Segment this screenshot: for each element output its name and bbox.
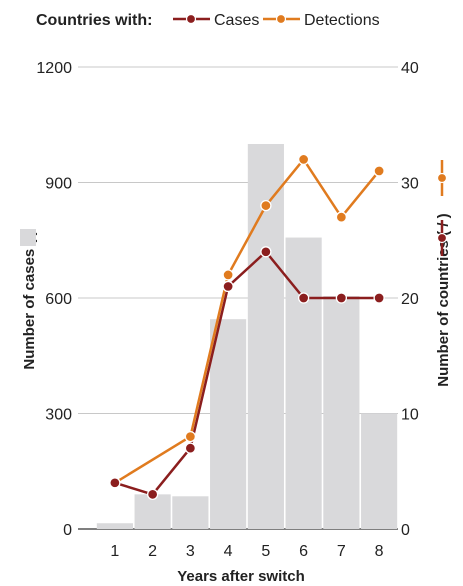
point-cases [373,292,385,304]
point-detections [373,165,385,177]
point-detections [260,199,272,212]
bars [96,144,398,529]
y-left-tick-label: 0 [63,522,72,539]
bar [134,494,171,529]
bar [285,237,322,529]
bar [172,496,209,529]
series-lines [109,153,385,501]
y-right-tick-label: 30 [401,176,419,193]
legend-cases-label: Cases [214,12,259,29]
legend: Countries with: Cases Detections [36,12,380,29]
x-tick-label: 8 [375,543,384,560]
y-axis-right-cases-swatch-marker [436,232,448,244]
y-axis-right-title-text: Number of countries ( / ) [435,213,452,386]
point-cases [184,442,197,454]
bar [96,523,133,529]
x-tick-label: 2 [148,543,157,560]
y-axis-left-title-text: Number of cases ( ) [21,230,38,369]
point-detections [222,269,234,281]
point-cases [146,488,159,501]
y-axis-right-title: Number of countries ( / ) [435,160,452,387]
x-axis-title: Years after switch [177,568,305,585]
y-right-tick-label: 10 [401,407,419,424]
point-cases [260,246,272,258]
y-right-tick-label: 40 [401,60,419,77]
x-tick-label: 5 [261,543,270,560]
x-tick-label: 4 [224,543,233,560]
point-cases [335,292,348,304]
bar [361,413,398,529]
y-axis-right-detections-swatch-marker [436,172,448,184]
x-tick-label: 6 [299,543,308,560]
y-axis-right-title-close: ) [435,213,452,218]
y-axis-right-title-main: Number of countries ( [435,231,452,387]
tick-labels: 0 300 600 900 1200 0 10 20 30 40 1 2 3 4 5 6 7 8 [36,60,418,560]
point-cases [109,477,121,489]
y-left-tick-label: 1200 [36,60,72,77]
y-left-tick-label: 900 [45,176,72,193]
y-axis-left-title-main: Number of cases ( [21,240,38,370]
y-right-tick-label: 20 [401,291,419,308]
y-axis-left-title: Number of cases ( ) [20,229,38,370]
y-axis-right-title-sep: / [435,222,452,227]
y-axis-left-bar-swatch [20,229,36,246]
x-tick-label: 7 [337,543,346,560]
legend-detections-label: Detections [304,12,380,29]
y-right-tick-label: 0 [401,522,410,539]
legend-cases-swatch-marker [185,13,197,25]
point-detections [335,211,348,223]
bar [323,296,360,529]
series-line-cases [114,250,380,496]
x-tick-label: 3 [186,543,195,560]
y-left-tick-label: 300 [45,407,72,424]
bar [210,319,247,529]
legend-detections-swatch-marker [275,13,287,25]
legend-item-detections: Detections [263,12,380,29]
point-detections [184,430,197,443]
y-left-tick-label: 600 [45,291,72,308]
point-cases [297,292,310,304]
point-detections [297,153,310,166]
point-cases [222,280,234,293]
legend-item-cases: Cases [173,12,259,29]
x-tick-label: 1 [110,543,119,560]
legend-title: Countries with: [36,12,152,29]
